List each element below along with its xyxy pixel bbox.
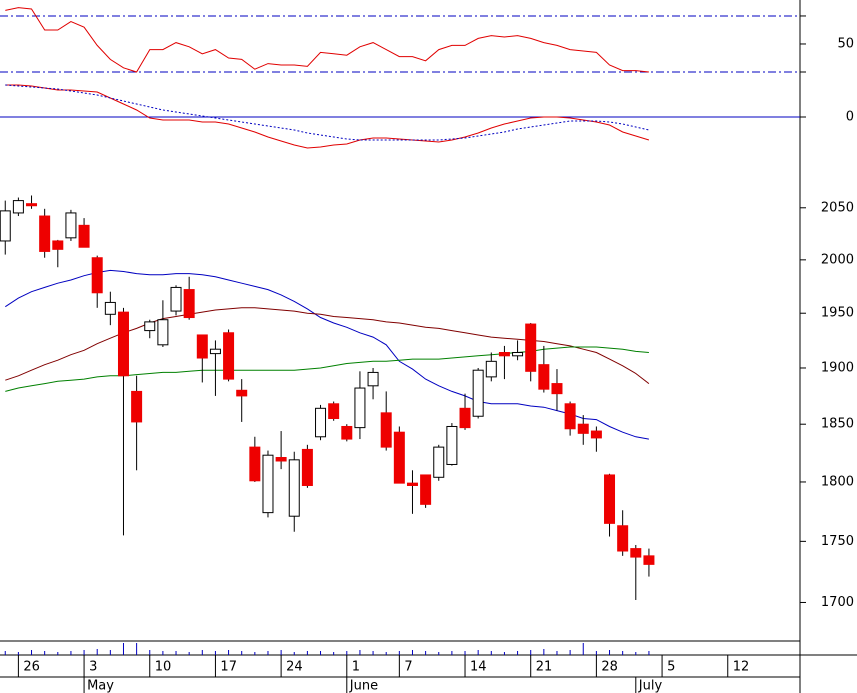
x-tick-label: 26 — [23, 660, 40, 675]
candle-body — [183, 289, 195, 319]
candle-body — [643, 555, 655, 565]
candle-body — [341, 425, 353, 440]
candle-body — [39, 215, 51, 252]
y-tick-label: 2050 — [821, 200, 854, 215]
y-tick-label: 2000 — [821, 252, 854, 267]
candle-body — [459, 407, 471, 429]
candle-body — [65, 212, 77, 239]
series-line — [5, 84, 650, 141]
candle-body — [196, 334, 208, 359]
x-tick-label: 1 — [352, 660, 360, 675]
candle-body — [52, 240, 64, 250]
candle-body — [223, 332, 235, 380]
y-tick-label: 1700 — [821, 595, 854, 610]
x-tick-label: 12 — [733, 660, 750, 675]
series-line — [5, 7, 649, 73]
candle-body — [262, 454, 274, 514]
candle-body — [328, 403, 340, 420]
x-tick-label: 3 — [89, 660, 97, 675]
month-label: June — [349, 679, 378, 693]
x-tick-label: 17 — [220, 660, 237, 675]
y-tick-label: 0 — [846, 110, 854, 125]
candle-body — [0, 210, 11, 242]
candle-body — [380, 412, 392, 448]
y-tick-label: 50 — [837, 36, 854, 51]
candle-body — [498, 352, 510, 357]
candle-body — [144, 321, 156, 332]
x-tick-label: 5 — [667, 660, 675, 675]
month-label: July — [638, 679, 663, 693]
candle-body — [367, 371, 379, 387]
candle-body — [157, 319, 169, 346]
candle-body — [446, 425, 458, 465]
candle-body — [577, 423, 589, 434]
series-line — [5, 307, 650, 384]
y-tick-label: 1750 — [821, 534, 854, 549]
candle-body — [512, 352, 524, 357]
x-tick-label: 21 — [536, 660, 553, 675]
candle-body — [249, 446, 261, 482]
series-line — [5, 346, 649, 392]
candle-body — [630, 548, 642, 558]
x-tick-label: 14 — [470, 660, 487, 675]
candle-body — [525, 323, 537, 372]
candle-body — [472, 369, 484, 417]
candle-body — [551, 383, 563, 395]
candle-body — [78, 224, 90, 248]
candle-body — [209, 348, 221, 355]
month-label: May — [87, 679, 114, 693]
candle-body — [315, 407, 327, 438]
x-tick-label: 28 — [601, 660, 618, 675]
x-tick-label: 7 — [404, 660, 412, 675]
candle-body — [117, 311, 129, 377]
candle-body — [433, 446, 445, 478]
candle-body — [236, 389, 248, 397]
y-tick-label: 1800 — [821, 474, 854, 489]
x-tick-label: 10 — [155, 660, 172, 675]
y-tick-label: 1900 — [821, 360, 854, 375]
candle-body — [91, 257, 103, 294]
y-tick-label: 1850 — [821, 417, 854, 432]
series-line — [5, 269, 649, 440]
candle-body — [485, 360, 497, 378]
candle-body — [604, 474, 616, 524]
candle-body — [131, 390, 143, 423]
candle-body — [104, 301, 116, 315]
candle-body — [12, 200, 24, 214]
candle-body — [354, 387, 366, 429]
candle-body — [590, 430, 602, 439]
candle-body — [420, 474, 432, 505]
candle-body — [275, 457, 287, 462]
candle-body — [564, 403, 576, 430]
y-tick-label: 1950 — [821, 306, 854, 321]
candle-body — [26, 203, 38, 207]
candle-body — [538, 364, 550, 390]
candle-body — [393, 431, 405, 484]
x-tick-label: 24 — [286, 660, 303, 675]
candle-body — [288, 459, 300, 517]
candle-body — [170, 286, 182, 312]
candle-body — [617, 525, 629, 552]
candle-body — [301, 448, 313, 486]
candle-body — [406, 482, 418, 486]
